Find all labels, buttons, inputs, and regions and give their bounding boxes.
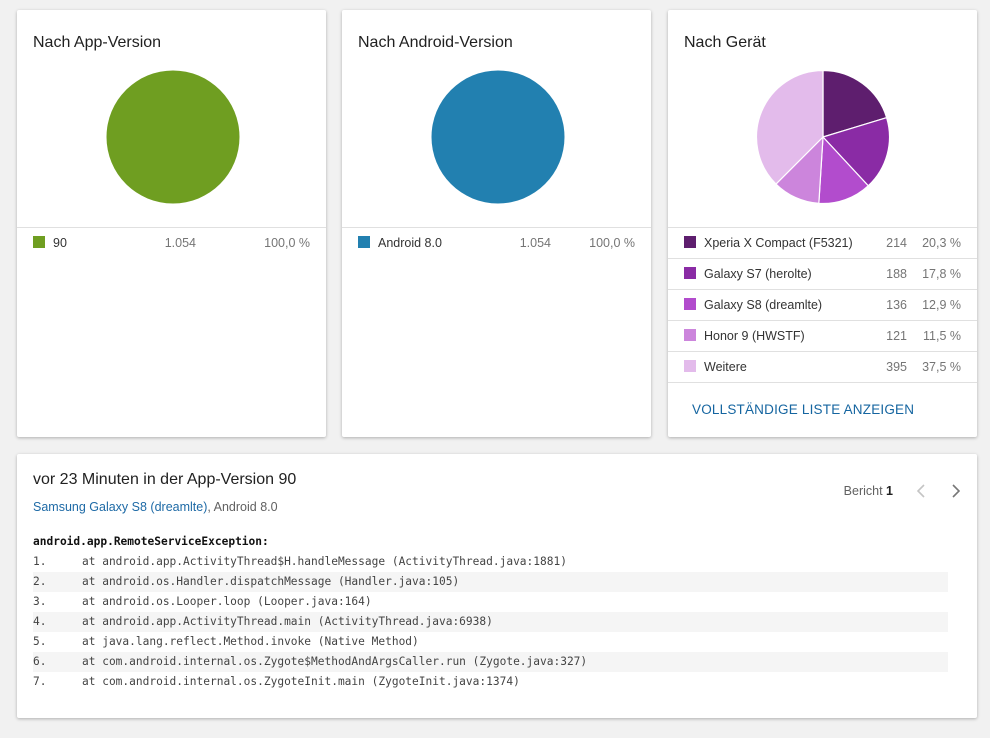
trace-line: 1. at android.app.ActivityThread$H.handle… [33,552,948,572]
legend-row: Honor 9 (HWSTF) 121 11,5 % [668,320,977,351]
legend-row: Galaxy S7 (herolte) 188 17,8 % [668,258,977,289]
legend-percent: 20,3 % [922,236,961,250]
legend-label: 90 [53,236,67,250]
chevron-left-icon [917,484,925,498]
app-version-legend: 90 1.054 100,0 % [17,227,326,258]
legend-label: Galaxy S8 (dreamlte) [704,298,823,312]
legend-count: 1.054 [519,236,551,250]
trace-line: 6. at com.android.internal.os.Zygote$Meth… [33,652,948,672]
legend-count: 136 [886,298,907,312]
trace-line: 5. at java.lang.reflect.Method.invoke (Na… [33,632,948,652]
pager-number: 1 [886,484,893,498]
legend-count: 188 [886,267,907,281]
legend-row: 90 1.054 100,0 % [17,227,326,258]
full-list-link[interactable]: VOLLSTÄNDIGE LISTE ANZEIGEN [692,402,915,417]
pie-slice-xperia-x-compact-f5321[interactable] [822,70,888,138]
legend-swatch [684,267,696,279]
crash-report-card: vor 23 Minuten in der App-Version 90 Sam… [17,454,977,718]
line-number: 4. [33,615,47,628]
device-pie-chart [756,70,890,204]
android-version-pie-chart [431,70,565,204]
legend-count: 121 [886,329,907,343]
legend-percent: 100,0 % [264,236,310,250]
legend-row: Xperia X Compact (F5321) 214 20,3 % [668,227,977,258]
device-legend: Xperia X Compact (F5321) 214 20,3 % Gala… [668,227,977,383]
line-number: 2. [33,575,47,588]
line-text: at com.android.internal.os.Zygote$Method… [82,655,588,668]
chevron-right-icon [952,484,960,498]
legend-count: 1.054 [164,236,196,250]
line-text: at android.app.ActivityThread$H.handleMe… [82,555,567,568]
device-card: Nach Gerät Xperia X Compact (F5321) 214 … [668,10,977,437]
pie-slice-galaxy-s7-herolte[interactable] [821,116,890,187]
line-number: 3. [33,595,47,608]
legend-label: Weitere [704,360,747,374]
pie-slice-android-8[interactable] [431,70,565,204]
trace-line: 3. at android.os.Looper.loop (Looper.java… [33,592,948,612]
report-subtitle: Samsung Galaxy S8 (dreamlte), Android 8.… [33,500,278,514]
card-title: Nach App-Version [33,34,162,51]
legend-label: Android 8.0 [378,236,442,250]
legend-percent: 12,9 % [922,298,961,312]
android-version-text: , Android 8.0 [207,500,278,514]
exception-name: android.app.RemoteServiceException: [33,535,269,548]
line-text: at android.os.Handler.dispatchMessage (H… [82,575,460,588]
legend-percent: 17,8 % [922,267,961,281]
line-number: 1. [33,555,47,568]
legend-row: Weitere 395 37,5 % [668,351,977,383]
legend-percent: 100,0 % [589,236,635,250]
trace-line: 4. at android.app.ActivityThread.main (Ac… [33,612,948,632]
legend-row: Android 8.0 1.054 100,0 % [342,227,651,258]
legend-label: Honor 9 (HWSTF) [704,329,805,343]
trace-line: 2. at android.os.Handler.dispatchMessage … [33,572,948,592]
line-text: at android.app.ActivityThread.main (Acti… [82,615,493,628]
stack-trace: android.app.RemoteServiceException: 1. at… [33,532,948,692]
line-number: 7. [33,675,47,688]
trace-line: 7. at com.android.internal.os.ZygoteInit.… [33,672,948,692]
app-version-card: Nach App-Version 90 1.054 100,0 % [17,10,326,437]
legend-label: Xperia X Compact (F5321) [704,236,853,250]
line-number: 5. [33,635,47,648]
legend-percent: 37,5 % [922,360,961,374]
pie-slice-90[interactable] [106,70,240,204]
legend-percent: 11,5 % [923,329,961,343]
legend-swatch [684,329,696,341]
line-number: 6. [33,655,47,668]
legend-swatch [684,298,696,310]
line-text: at android.os.Looper.loop (Looper.java:1… [82,595,372,608]
legend-swatch [684,236,696,248]
card-title: Nach Android-Version [358,34,513,51]
legend-count: 395 [886,360,907,374]
legend-row: Galaxy S8 (dreamlte) 136 12,9 % [668,289,977,320]
android-version-card: Nach Android-Version Android 8.0 1.054 1… [342,10,651,437]
device-link[interactable]: Samsung Galaxy S8 (dreamlte) [33,500,208,514]
line-text: at com.android.internal.os.ZygoteInit.ma… [82,675,520,688]
next-report-button[interactable] [946,480,966,502]
report-pager: Bericht 1 [844,484,893,498]
legend-swatch [33,236,45,248]
report-title: vor 23 Minuten in der App-Version 90 [33,471,297,488]
previous-report-button[interactable] [911,480,931,502]
android-version-legend: Android 8.0 1.054 100,0 % [342,227,651,258]
pager-label: Bericht [843,484,883,498]
card-title: Nach Gerät [684,34,766,51]
pie-slice-weitere[interactable] [756,70,824,185]
legend-count: 214 [886,236,907,250]
legend-swatch [358,236,370,248]
legend-label: Galaxy S7 (herolte) [704,267,812,281]
app-version-pie-chart [106,70,240,204]
legend-swatch [684,360,696,372]
line-text: at java.lang.reflect.Method.invoke (Nati… [82,635,419,648]
